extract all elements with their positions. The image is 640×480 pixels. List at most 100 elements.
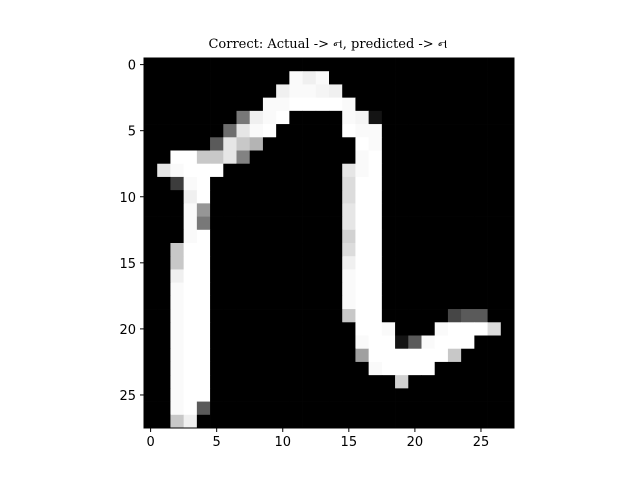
pixel-cell bbox=[144, 163, 158, 178]
pixel-cell bbox=[408, 269, 422, 283]
pixel-cell bbox=[170, 309, 184, 323]
pixel-cell bbox=[368, 124, 383, 138]
pixel-cell bbox=[262, 361, 277, 376]
pixel-cell bbox=[196, 97, 211, 112]
pixel-cell bbox=[276, 256, 290, 270]
y-tick-label: 5 bbox=[128, 125, 136, 140]
pixel-cell bbox=[461, 322, 475, 336]
pixel-cell bbox=[236, 243, 251, 257]
pixel-cell bbox=[183, 190, 198, 204]
pixel-cell bbox=[302, 229, 317, 244]
pixel-cell bbox=[276, 388, 290, 402]
pixel-cell bbox=[276, 203, 290, 217]
pixel-cell bbox=[408, 58, 422, 72]
pixel-cell bbox=[461, 243, 475, 257]
pixel-cell bbox=[487, 84, 502, 98]
pixel-cell bbox=[408, 243, 422, 257]
pixel-cell bbox=[183, 361, 198, 376]
pixel-cell bbox=[223, 348, 237, 363]
pixel-cell bbox=[421, 190, 436, 204]
pixel-cell bbox=[500, 150, 515, 165]
pixel-cell bbox=[183, 110, 198, 125]
pixel-cell bbox=[236, 256, 251, 270]
pixel-cell bbox=[395, 243, 409, 257]
pixel-cell bbox=[461, 216, 475, 231]
pixel-cell bbox=[210, 322, 224, 336]
pixel-cell bbox=[315, 124, 330, 138]
pixel-cell bbox=[223, 361, 237, 376]
pixel-cell bbox=[157, 163, 171, 178]
pixel-cell bbox=[355, 137, 369, 151]
pixel-cell bbox=[157, 322, 171, 336]
pixel-cell bbox=[236, 375, 251, 389]
pixel-cell bbox=[500, 243, 515, 257]
pixel-cell bbox=[183, 375, 198, 389]
pixel-cell bbox=[329, 388, 343, 402]
pixel-cell bbox=[157, 124, 171, 138]
pixel-cell bbox=[302, 295, 317, 310]
pixel-cell bbox=[474, 256, 488, 270]
pixel-cell bbox=[262, 282, 277, 297]
pixel-cell bbox=[342, 97, 356, 112]
x-tick-label: 20 bbox=[407, 435, 424, 450]
pixel-cell bbox=[276, 282, 290, 297]
pixel-cell bbox=[461, 137, 475, 151]
pixel-cell bbox=[421, 256, 436, 270]
pixel-cell bbox=[474, 243, 488, 257]
pixel-cell bbox=[487, 176, 502, 191]
pixel-cell bbox=[223, 375, 237, 389]
pixel-cell bbox=[249, 203, 264, 217]
pixel-cell bbox=[183, 295, 198, 310]
pixel-cell bbox=[342, 71, 356, 85]
pixel-cell bbox=[395, 269, 409, 283]
pixel-cell bbox=[342, 110, 356, 125]
pixel-cell bbox=[196, 256, 211, 270]
pixel-cell bbox=[329, 256, 343, 270]
pixel-cell bbox=[302, 97, 317, 112]
pixel-cell bbox=[381, 335, 396, 350]
pixel-cell bbox=[144, 348, 158, 363]
x-tick-label: 5 bbox=[213, 435, 221, 450]
pixel-cell bbox=[395, 361, 409, 376]
pixel-cell bbox=[144, 176, 158, 191]
pixel-cell bbox=[381, 388, 396, 402]
pixel-cell bbox=[249, 243, 264, 257]
pixel-cell bbox=[368, 414, 383, 429]
pixel-cell bbox=[487, 309, 502, 323]
pixel-cell bbox=[249, 282, 264, 297]
pixel-cell bbox=[355, 150, 369, 165]
pixel-cell bbox=[434, 110, 449, 125]
pixel-cell bbox=[170, 137, 184, 151]
pixel-cell bbox=[355, 269, 369, 283]
pixel-cell bbox=[355, 414, 369, 429]
pixel-cell bbox=[302, 309, 317, 323]
pixel-cell bbox=[461, 71, 475, 85]
pixel-cell bbox=[236, 110, 251, 125]
pixel-cell bbox=[500, 203, 515, 217]
pixel-cell bbox=[395, 203, 409, 217]
pixel-cell bbox=[487, 388, 502, 402]
pixel-cell bbox=[474, 71, 488, 85]
pixel-cell bbox=[315, 414, 330, 429]
y-tick-label: 25 bbox=[119, 389, 136, 404]
pixel-cell bbox=[474, 348, 488, 363]
pixel-cell bbox=[262, 295, 277, 310]
pixel-cell bbox=[355, 203, 369, 217]
pixel-cell bbox=[474, 216, 488, 231]
pixel-cell bbox=[157, 295, 171, 310]
pixel-cell bbox=[368, 97, 383, 112]
pixel-cell bbox=[170, 295, 184, 310]
pixel-cell bbox=[210, 401, 224, 416]
pixel-cell bbox=[210, 243, 224, 257]
pixel-cell bbox=[183, 309, 198, 323]
pixel-cell bbox=[170, 216, 184, 231]
pixel-cell bbox=[157, 229, 171, 244]
pixel-cell bbox=[196, 361, 211, 376]
pixel-cell bbox=[262, 124, 277, 138]
pixel-cell bbox=[170, 243, 184, 257]
pixel-cell bbox=[315, 322, 330, 336]
pixel-cell bbox=[355, 71, 369, 85]
pixel-cell bbox=[447, 322, 462, 336]
pixel-cell bbox=[315, 150, 330, 165]
pixel-cell bbox=[196, 295, 211, 310]
